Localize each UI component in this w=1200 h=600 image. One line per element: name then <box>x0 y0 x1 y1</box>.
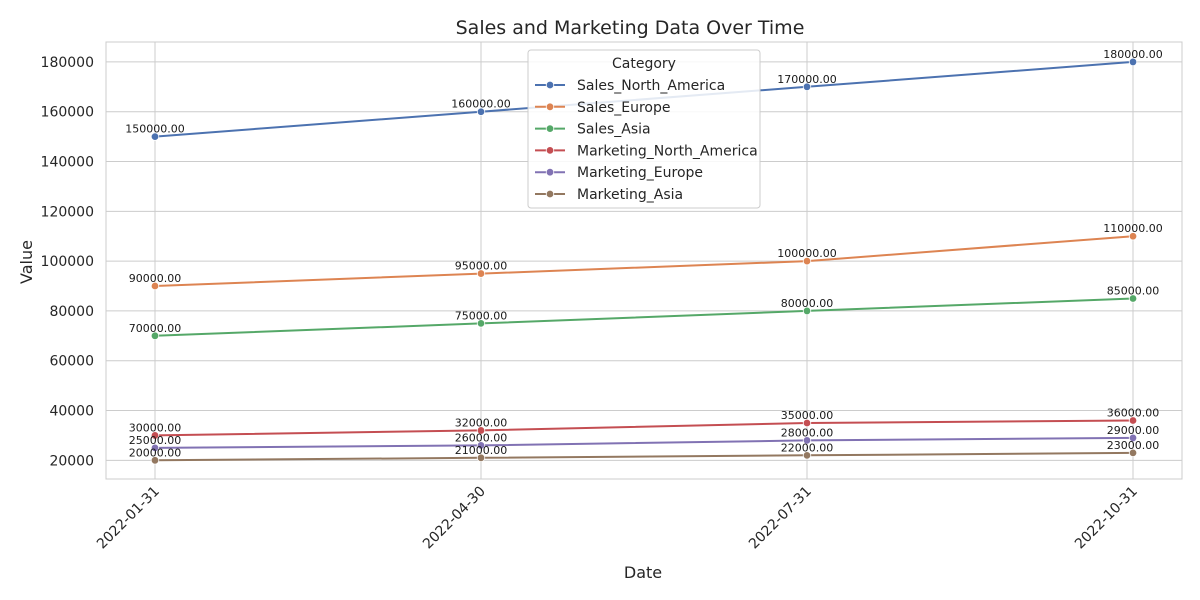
legend-label-Sales_North_America: Sales_North_America <box>577 78 725 94</box>
y-tick-label: 100000 <box>41 254 94 270</box>
data-point-Sales_North_America <box>802 82 812 92</box>
data-label-Marketing_North_America: 32000.00 <box>455 416 508 429</box>
data-label-Sales_Asia: 70000.00 <box>129 322 182 335</box>
series-line-Marketing_Asia <box>154 451 1134 462</box>
y-tick-label: 120000 <box>41 204 94 220</box>
data-label-Marketing_Europe: 25000.00 <box>129 434 182 447</box>
data-label-Marketing_Europe: 29000.00 <box>1107 424 1160 437</box>
legend-marker-Marketing_Asia <box>545 189 555 199</box>
series-line-Sales_Europe <box>154 235 1134 287</box>
data-label-Sales_Europe: 100000.00 <box>777 247 837 260</box>
x-tick-label: 2022-10-31 <box>1072 484 1141 553</box>
y-axis-label: Value <box>17 240 36 284</box>
series-group <box>150 57 1138 465</box>
data-label-Sales_Asia: 80000.00 <box>781 297 834 310</box>
data-label-Sales_North_America: 160000.00 <box>451 98 511 111</box>
data-point-Sales_North_America <box>150 132 160 141</box>
legend-label-Sales_Europe: Sales_Europe <box>577 100 671 116</box>
data-point-Marketing_Asia <box>150 456 160 465</box>
y-tick-label: 60000 <box>49 354 94 370</box>
x-tick-label: 2022-01-31 <box>94 484 163 553</box>
data-point-Marketing_North_America <box>150 431 160 440</box>
data-point-Marketing_North_America <box>802 418 812 428</box>
legend-label-Marketing_Asia: Marketing_Asia <box>577 187 683 203</box>
data-point-Sales_Europe <box>150 281 160 291</box>
y-tick-label: 20000 <box>49 453 94 469</box>
data-label-Marketing_Asia: 20000.00 <box>129 446 182 459</box>
data-point-Marketing_Asia <box>802 451 812 460</box>
data-point-Marketing_Europe <box>476 441 486 450</box>
data-point-Marketing_Europe <box>1128 433 1138 443</box>
legend-box <box>527 49 761 209</box>
y-tick-label: 160000 <box>41 105 94 121</box>
data-label-Marketing_Europe: 26000.00 <box>455 431 508 444</box>
data-label-Marketing_North_America: 35000.00 <box>781 409 834 422</box>
data-label-Sales_Europe: 90000.00 <box>129 272 182 285</box>
y-tick-label: 140000 <box>41 155 94 171</box>
legend-marker-Marketing_Europe <box>545 167 555 177</box>
data-point-Sales_North_America <box>1128 57 1138 67</box>
series-line-Marketing_North_America <box>154 419 1134 437</box>
data-label-Sales_North_America: 150000.00 <box>125 123 185 136</box>
legend-marker-Sales_Asia <box>545 124 555 133</box>
data-label-Sales_Europe: 110000.00 <box>1103 222 1163 235</box>
data-point-Sales_North_America <box>476 107 486 116</box>
x-axis-ticks: 2022-01-31 2022-04-30 2022-07-31 2022-10-31 <box>94 484 1141 553</box>
data-label-Marketing_Asia: 23000.00 <box>1107 439 1160 452</box>
legend-marker-Marketing_North_America <box>545 146 555 155</box>
data-point-Marketing_North_America <box>1128 416 1138 425</box>
series-line-Marketing_Europe <box>154 436 1134 449</box>
data-point-Marketing_Europe <box>802 436 812 445</box>
chart-title: Sales and Marketing Data Over Time <box>456 17 805 39</box>
y-tick-label: 180000 <box>41 55 94 71</box>
x-tick-label: 2022-04-30 <box>420 484 489 553</box>
data-label-Marketing_Asia: 22000.00 <box>781 441 834 454</box>
data-point-Marketing_Europe <box>150 443 160 453</box>
data-label-Marketing_North_America: 30000.00 <box>129 421 182 434</box>
y-tick-label: 40000 <box>49 404 94 420</box>
data-point-Sales_Europe <box>802 256 812 266</box>
data-point-Sales_Asia <box>802 306 812 316</box>
data-point-Sales_Asia <box>476 319 486 328</box>
legend-label-Sales_Asia: Sales_Asia <box>577 122 651 138</box>
x-axis-label: Date <box>624 563 662 582</box>
legend-label-Marketing_Europe: Marketing_Europe <box>577 165 703 181</box>
data-label-Marketing_North_America: 36000.00 <box>1107 406 1160 419</box>
data-labels: 150000.00 160000.00 170000.00 180000.00 9000… <box>125 48 1163 459</box>
data-point-Sales_Asia <box>150 331 160 341</box>
legend-title: Category <box>612 56 676 72</box>
y-tick-label: 80000 <box>49 304 94 320</box>
data-point-Marketing_North_America <box>476 426 486 435</box>
data-label-Sales_Asia: 85000.00 <box>1107 284 1160 297</box>
data-point-Sales_Asia <box>1128 294 1138 303</box>
y-axis-ticks: 20000 40000 60000 80000 100000 120000 140000 16… <box>41 55 94 469</box>
data-label-Sales_North_America: 170000.00 <box>777 73 837 86</box>
data-point-Marketing_Asia <box>1128 448 1138 458</box>
legend-marker-Sales_North_America <box>545 80 555 90</box>
data-point-Marketing_Asia <box>476 453 486 463</box>
data-label-Sales_North_America: 180000.00 <box>1103 48 1163 61</box>
legend: Category Sales_North_America Sales_Europe… <box>527 49 761 209</box>
legend-label-Marketing_North_America: Marketing_North_America <box>577 143 758 159</box>
data-point-Sales_Europe <box>476 269 486 278</box>
data-label-Marketing_Europe: 28000.00 <box>781 426 834 439</box>
data-label-Sales_Asia: 75000.00 <box>455 309 508 322</box>
series-line-Sales_Asia <box>154 297 1134 337</box>
legend-marker-Sales_Europe <box>545 102 555 111</box>
data-label-Marketing_Asia: 21000.00 <box>455 444 508 457</box>
x-tick-label: 2022-07-31 <box>746 484 815 553</box>
data-point-Sales_Europe <box>1128 232 1138 241</box>
data-label-Sales_Europe: 95000.00 <box>455 260 508 273</box>
